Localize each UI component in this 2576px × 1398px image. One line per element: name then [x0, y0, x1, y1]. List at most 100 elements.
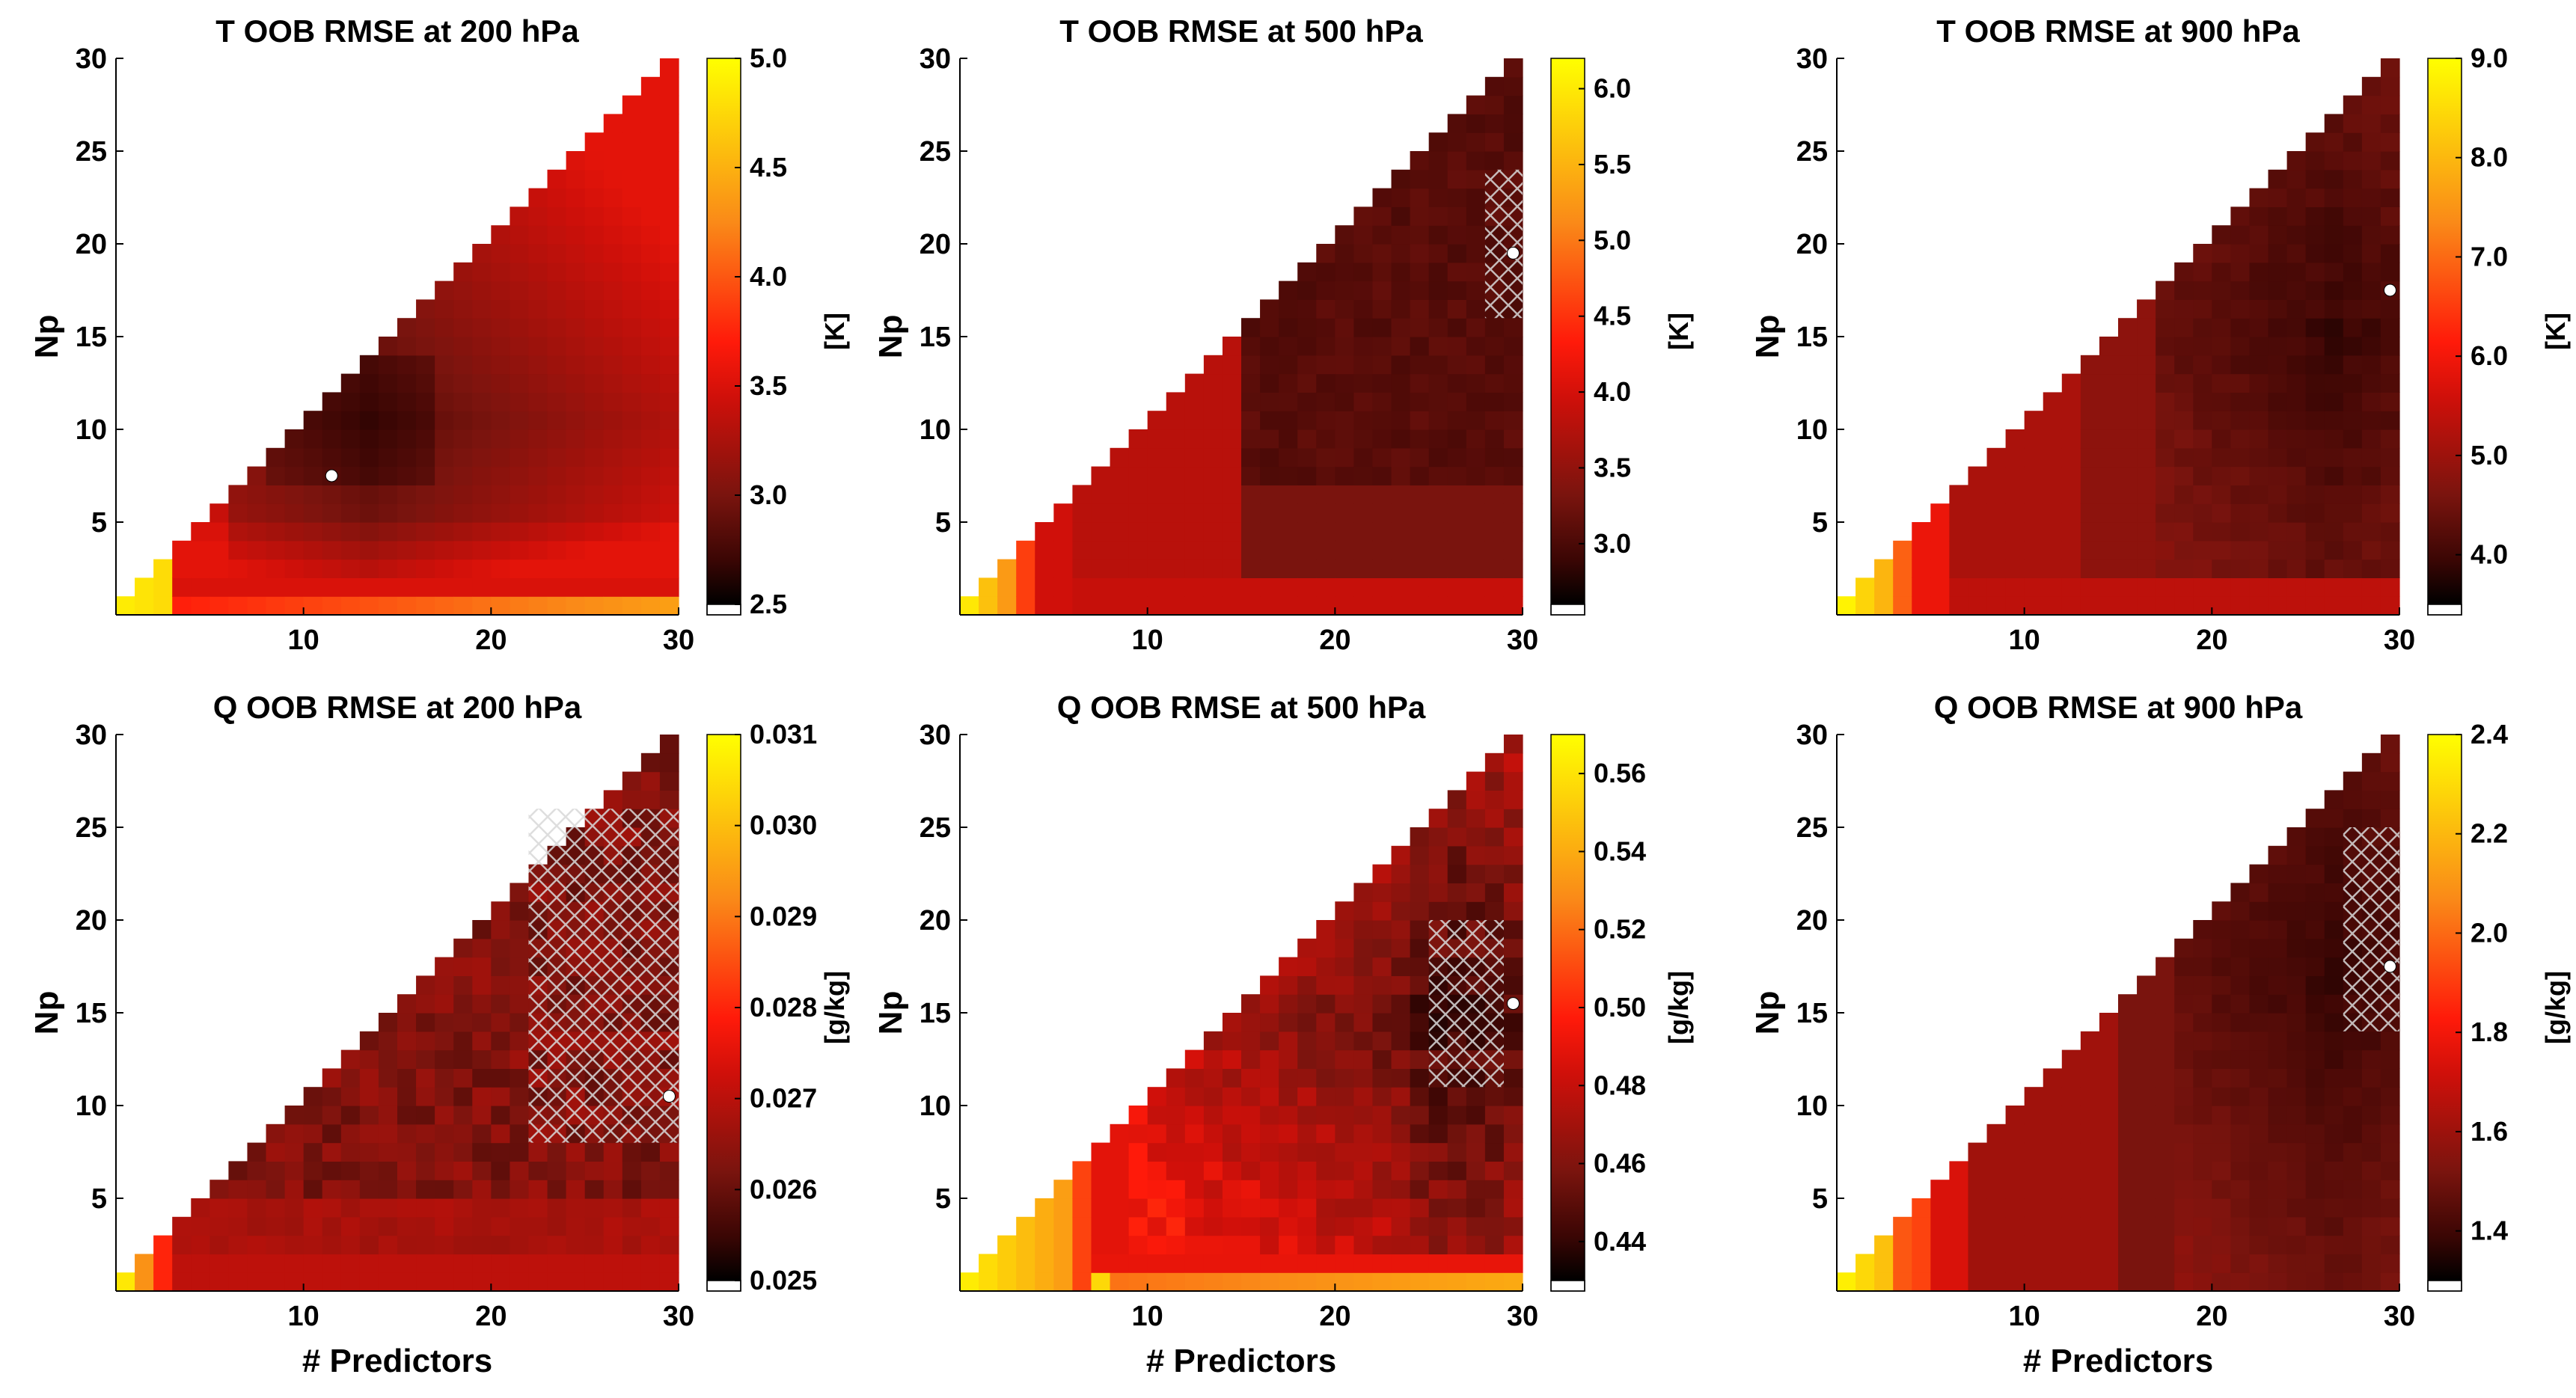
heatmap-cell — [340, 1106, 361, 1125]
heatmap-cell — [2193, 1198, 2212, 1218]
heatmap-cell — [1447, 540, 1467, 560]
heatmap-cell — [303, 466, 323, 485]
heatmap-cell — [1335, 280, 1354, 300]
heatmap-cell — [397, 503, 417, 523]
heatmap-cell — [2305, 1106, 2325, 1125]
heatmap-cell — [1279, 280, 1298, 300]
heatmap-cell — [2268, 938, 2288, 958]
heatmap-cell — [1147, 503, 1167, 523]
heatmap-cell — [1447, 864, 1467, 883]
heatmap-cell — [566, 1161, 586, 1180]
heatmap-cell — [1410, 244, 1430, 263]
heatmap-cell — [1410, 411, 1430, 430]
heatmap-cell — [135, 596, 154, 616]
heatmap-cell — [1222, 1235, 1242, 1254]
heatmap-cell — [2137, 1106, 2156, 1125]
heatmap-cell — [2324, 411, 2344, 430]
heatmap-cell — [2361, 225, 2381, 245]
heatmap-cell — [2174, 577, 2194, 597]
heatmap-cell — [2305, 1198, 2325, 1218]
heatmap-cell — [247, 485, 267, 504]
heatmap-cell — [491, 577, 510, 597]
heatmap-cell — [603, 1272, 623, 1292]
heatmap-cell — [566, 540, 586, 560]
heatmap-cell — [1335, 1013, 1354, 1032]
heatmap-cell — [472, 1180, 492, 1199]
heatmap-cell — [1912, 1198, 1931, 1218]
heatmap-cell — [322, 392, 342, 411]
heatmap-cell — [659, 485, 679, 504]
heatmap-cell — [622, 373, 642, 393]
heatmap-cell — [1279, 577, 1298, 597]
colorbar-label: [K] — [1663, 313, 1694, 350]
heatmap-cell — [1110, 559, 1130, 578]
heatmap-cell — [1203, 577, 1223, 597]
heatmap-cell — [1053, 540, 1073, 560]
heatmap-cell — [397, 1068, 417, 1088]
heatmap-cell — [453, 429, 473, 449]
heatmap-cell — [2324, 114, 2344, 133]
heatmap-cell — [2324, 1123, 2344, 1144]
heatmap-cell — [2230, 318, 2251, 337]
heatmap-cell — [2212, 540, 2231, 560]
heatmap-cell — [640, 559, 661, 578]
heatmap-cell — [1222, 1180, 1242, 1199]
heatmap-cell — [1428, 429, 1448, 449]
heatmap-cell — [435, 1142, 454, 1162]
heatmap-cell — [1110, 466, 1130, 485]
heatmap-cell — [340, 447, 361, 467]
heatmap-cell — [2137, 429, 2156, 449]
heatmap-cell — [2305, 411, 2325, 430]
heatmap-cell — [1072, 1235, 1092, 1254]
heatmap-cell — [2174, 1031, 2194, 1051]
heatmap-cell — [1447, 262, 1467, 282]
heatmap-cell — [2043, 1106, 2063, 1125]
heatmap-cell — [1241, 1049, 1261, 1069]
heatmap-cell — [584, 188, 605, 207]
heatmap-cell — [622, 596, 642, 616]
heatmap-cell — [1128, 1198, 1148, 1218]
heatmap-cell — [228, 1198, 248, 1218]
heatmap-cell — [1279, 559, 1298, 578]
heatmap-cell — [1222, 429, 1242, 449]
heatmap-cell — [472, 577, 492, 597]
heatmap-cell — [1184, 1123, 1205, 1144]
heatmap-cell — [603, 1254, 623, 1273]
heatmap-cell — [1353, 262, 1374, 282]
heatmap-cell — [2212, 1068, 2231, 1088]
heatmap-cell — [2361, 280, 2381, 300]
heatmap-cell — [228, 522, 248, 542]
heatmap-cell — [1986, 1142, 2007, 1162]
heatmap-cell — [2174, 1013, 2194, 1032]
heatmap-cell — [2286, 280, 2307, 300]
heatmap-cell — [510, 244, 530, 263]
heatmap-cell — [1372, 901, 1392, 921]
heatmap-cell — [2305, 540, 2325, 560]
heatmap-cell — [1072, 1216, 1092, 1236]
heatmap-cell — [247, 466, 267, 485]
heatmap-cell — [2305, 975, 2325, 995]
heatmap-cell — [1335, 1216, 1354, 1236]
heatmap-cell — [2361, 1087, 2381, 1106]
heatmap-cell — [1222, 577, 1242, 597]
heatmap-cell — [1893, 1272, 1912, 1292]
heatmap-cell — [1503, 485, 1523, 504]
heatmap-cell — [2156, 337, 2175, 356]
heatmap-cell — [416, 411, 435, 430]
heatmap-cell — [2061, 522, 2081, 542]
heatmap-cell — [1986, 1272, 2007, 1292]
heatmap-cell — [510, 1031, 530, 1051]
heatmap-cell — [2137, 337, 2156, 356]
heatmap-cell — [2268, 1049, 2288, 1069]
heatmap-cell — [2343, 577, 2363, 597]
heatmap-cell — [322, 522, 342, 542]
colorbar-tick-label: 4.0 — [2471, 539, 2508, 570]
heatmap-cell — [472, 1235, 492, 1254]
colorbar: 3.03.54.04.55.05.56.0[K] — [1550, 58, 1694, 616]
heatmap-cell — [491, 1216, 510, 1236]
heatmap-cell — [1222, 373, 1242, 393]
heatmap-cell — [453, 355, 473, 375]
heatmap-cell — [1447, 827, 1467, 847]
heatmap-cell — [603, 1142, 623, 1162]
